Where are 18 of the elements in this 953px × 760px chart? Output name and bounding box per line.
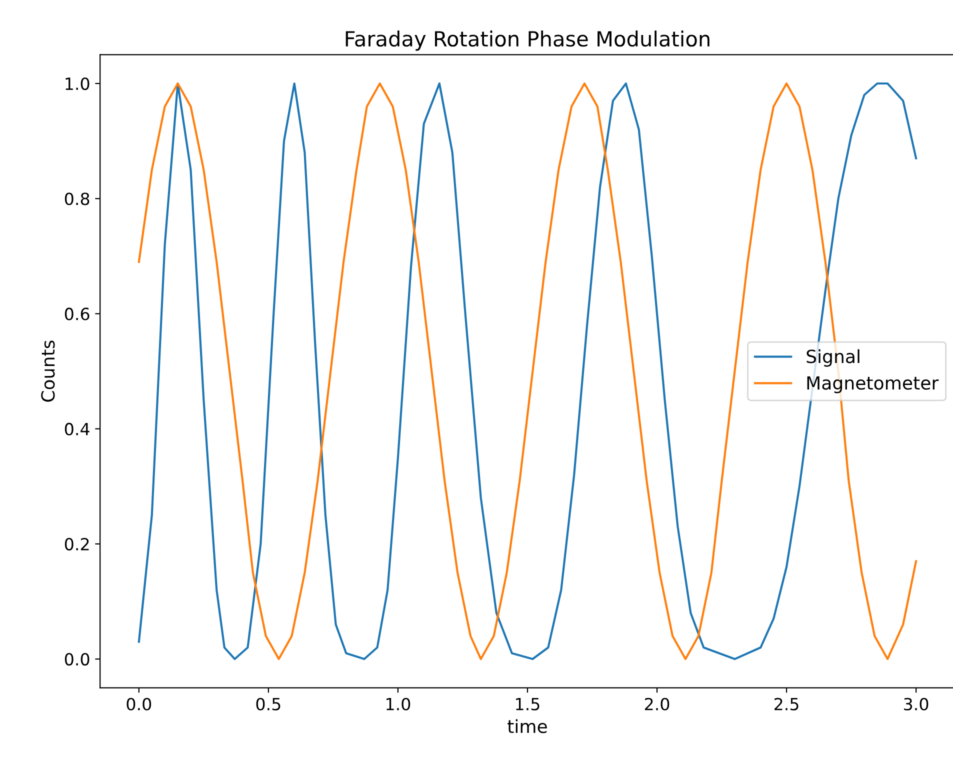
x-tick-label: 2.5 (774, 698, 798, 710)
y-tick-label: 1.0 (66, 77, 90, 90)
x-tick-label: 1.0 (386, 698, 410, 710)
y-axis-title: Counts (41, 340, 55, 402)
x-tick-label: 1.5 (516, 698, 540, 710)
y-tick-label: 0.2 (64, 538, 89, 550)
x-tick-label: 0.5 (256, 698, 280, 710)
y-tick-label: 0.8 (64, 192, 90, 206)
y-tick-label: 0.0 (64, 652, 90, 666)
y-tick-label: 0.6 (64, 308, 90, 320)
chart-title: Faraday Rotation Phase Modulation (346, 30, 710, 51)
x-axis-title: time (508, 719, 547, 734)
legend-label: Signal (806, 349, 860, 367)
x-tick-label: 0.0 (126, 698, 152, 710)
legend-label: Magnetometer (807, 376, 939, 394)
x-tick-label: 2.0 (644, 698, 670, 710)
x-tick-label: 3.0 (904, 698, 928, 710)
y-tick-label: 0.4 (64, 422, 90, 436)
